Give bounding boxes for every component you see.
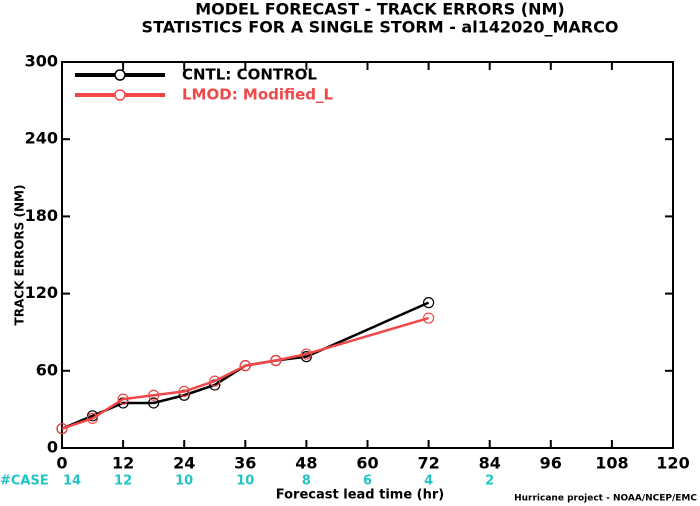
case-count: 14 [63,474,81,489]
case-count: 10 [236,474,254,489]
data-point [86,412,99,425]
chart-title: MODEL FORECAST - TRACK ERRORS (NM) [195,0,564,19]
footer: Hurricane project - NOAA/NCEP/EMC [514,494,697,504]
case-count: 6 [363,474,372,489]
data-point [270,354,282,367]
case-count: 4 [424,474,433,489]
data-point [300,348,312,360]
x-tick-label: 12 [112,454,134,473]
data-point [178,385,190,397]
data-point [423,297,435,309]
data-point [148,397,160,409]
series-line [61,316,429,430]
x-tick-label: 108 [595,454,628,473]
x-tick-label: 84 [479,454,501,473]
x-tick-label: 0 [56,454,67,473]
x-tick-label: 96 [540,454,562,473]
case-label: #CASE [0,474,49,489]
y-tick-label: 120 [25,283,58,302]
data-point [209,375,221,387]
y-tick-label: 0 [47,438,58,457]
data-point [423,312,435,324]
x-axis-label: Forecast lead time (hr) [276,488,444,503]
legend-label: LMOD: Modified_L [182,86,334,104]
y-tick-label: 180 [25,206,58,225]
legend-label: CNTL: CONTROL [182,66,317,84]
x-tick-label: 120 [656,454,689,473]
case-count: 2 [485,474,494,489]
legend-marker [114,89,126,101]
x-tick-label: 36 [234,454,256,473]
x-tick-label: 72 [417,454,439,473]
data-point [148,389,160,401]
legend-marker [114,69,126,81]
case-count: 12 [114,474,132,489]
y-tick-label: 300 [25,52,58,71]
y-tick-label: 240 [25,129,58,148]
x-tick-label: 48 [295,454,317,473]
data-point [56,423,68,435]
case-count: 8 [302,474,311,489]
x-tick-label: 60 [356,454,378,473]
case-count: 10 [175,474,193,489]
data-point [117,393,129,405]
chart-subtitle: STATISTICS FOR A SINGLE STORM - al142020… [142,18,619,37]
y-tick-label: 60 [36,360,58,379]
x-tick-label: 24 [173,454,195,473]
data-point [239,360,251,372]
y-axis-label: TRACK ERRORS (NM) [13,185,27,326]
data-point [300,351,312,363]
